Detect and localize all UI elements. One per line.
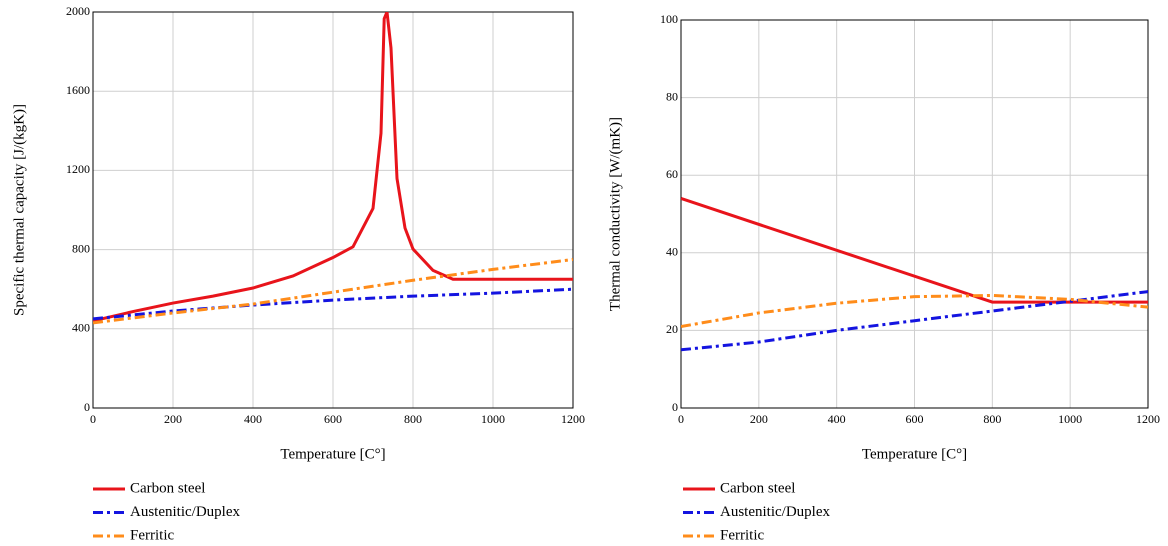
plot-frame [680,19,1149,409]
x-tick-label: 600 [906,412,924,426]
legend-label: Ferritic [130,527,174,543]
x-tick-label: 1200 [1136,412,1160,426]
series-line [681,290,1148,352]
y-tick-label: 1200 [66,162,90,176]
y-tick-label: 0 [672,400,678,414]
y-tick-label: 400 [72,321,90,335]
y-axis-title: Specific thermal capacity [J/(kgK)] [11,104,27,316]
legend-label: Austenitic/Duplex [130,504,240,520]
x-axis-title: Temperature [C°] [862,446,967,462]
y-tick-label: 1600 [66,83,90,97]
series-line [93,258,573,325]
series-line [681,197,1148,304]
series-line [681,293,1148,328]
x-tick-label: 0 [678,412,684,426]
legend-label: Austenitic/Duplex [720,504,830,520]
y-tick-label: 20 [666,322,678,336]
x-tick-label: 800 [404,412,422,426]
legend-label: Ferritic [720,527,764,543]
x-tick-label: 800 [983,412,1001,426]
y-tick-label: 100 [660,12,678,26]
legend-label: Carbon steel [130,480,205,496]
series-line [93,287,573,321]
y-axis-title: Thermal conductivity [W/(mK)] [607,117,623,311]
y-tick-label: 800 [72,241,90,255]
legend-label: Carbon steel [720,480,795,496]
x-tick-label: 1000 [481,412,505,426]
y-tick-label: 2000 [66,4,90,18]
x-tick-label: 400 [828,412,846,426]
series-line [93,12,573,323]
x-tick-label: 200 [750,412,768,426]
plot-frame [92,11,574,409]
x-tick-label: 600 [324,412,342,426]
y-tick-label: 80 [666,89,678,103]
x-tick-label: 400 [244,412,262,426]
x-tick-label: 1000 [1058,412,1082,426]
x-tick-label: 1200 [561,412,585,426]
x-tick-label: 0 [90,412,96,426]
x-axis-title: Temperature [C°] [280,446,385,462]
x-tick-label: 200 [164,412,182,426]
y-tick-label: 60 [666,167,678,181]
y-tick-label: 40 [666,245,678,259]
y-tick-label: 0 [84,400,90,414]
